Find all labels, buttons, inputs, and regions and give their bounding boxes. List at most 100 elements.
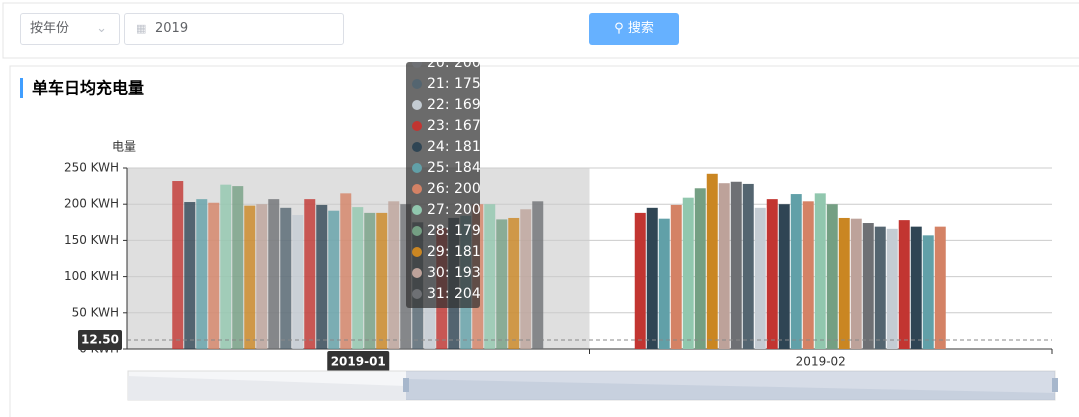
tooltip-dot [412,205,422,215]
tooltip-name: 23 [427,118,454,134]
tooltip-row: 26200 [412,179,480,199]
tooltip-name: 25 [427,160,454,176]
bar [328,210,340,349]
bar [508,217,520,349]
y-tick-label: 200 KWH [64,197,119,211]
bar [484,204,496,349]
tooltip-name: 31 [427,286,454,302]
bar [922,235,934,349]
bar [850,218,862,349]
tooltip-dot [412,142,422,152]
tooltip-value: 175 [454,76,480,92]
bar [196,199,208,349]
tooltip-value: 184 [454,160,480,176]
tooltip-dot [412,268,422,278]
bar [694,188,706,349]
bar [208,202,220,349]
bar [520,209,532,349]
tooltip-dot [412,121,422,131]
bar [934,226,946,349]
search-button[interactable]: ⚲ 搜索 [589,13,679,45]
tooltip-value: 181 [454,244,480,260]
bar [280,207,292,349]
zoom-handle[interactable] [403,378,409,392]
bar [646,207,658,349]
bar [742,183,754,349]
tooltip-dot [412,226,422,236]
tooltip-row: 20200 [412,62,480,73]
bar [898,220,910,349]
tooltip-name: 21 [427,76,454,92]
bar [400,204,412,349]
tooltip-name: 20 [427,62,454,71]
tooltip-value: 169 [454,97,480,113]
year-text: 2019 [155,21,189,36]
bar [388,201,400,349]
tooltip-value: 200 [454,202,480,218]
bar [232,186,244,349]
bar [364,212,376,349]
bar [766,199,778,349]
tooltip-row: 29181 [412,242,480,262]
zoom-shadow [406,379,1055,400]
bar [838,217,850,349]
bar [682,197,694,349]
tooltip-name: 22 [427,97,454,113]
zoom-shadow [128,376,406,400]
bar [220,184,232,349]
bar [256,204,268,349]
bar [814,193,826,349]
bar [268,199,280,349]
tooltip-row: 22169 [412,95,480,115]
bar [658,218,670,349]
bar [352,207,364,349]
tooltip-name: 30 [427,265,454,281]
tooltip-dot [412,79,422,89]
bar [496,219,508,349]
tooltip-value: 200 [454,181,480,197]
mode-text: 按年份 [30,21,70,36]
bar [706,173,718,349]
tooltip-row: 24181 [412,137,480,157]
tooltip-dot [412,62,422,68]
bar [790,194,802,349]
bar [376,212,388,349]
bar [292,215,304,349]
bar [778,204,790,349]
tooltip: 2020021175221692316724181251842620027200… [406,62,480,308]
bar [862,223,874,349]
title-accent [20,78,23,98]
tooltip-name: 29 [427,244,454,260]
bar [718,183,730,349]
tooltip-value: 167 [454,118,480,134]
y-tick-label: 100 KWH [64,269,119,283]
tooltip-name: 26 [427,181,454,197]
bar [910,226,922,349]
data-zoom[interactable] [127,370,1058,401]
bar [184,202,196,349]
tooltip-row: 27200 [412,200,480,220]
tooltip-dot [412,289,422,299]
tooltip-name: 28 [427,223,454,239]
tooltip-value: 193 [454,265,480,281]
bar [634,212,646,349]
x-pointer-label-bg [327,351,390,372]
year-input[interactable]: ▦ 2019 [124,13,344,45]
tooltip-row: 31204 [412,284,480,304]
calendar-icon: ▦ [136,22,147,35]
search-text: 搜索 [627,21,654,36]
tooltip-name: 27 [427,202,454,218]
tooltip-row: 21175 [412,74,480,94]
mode-select[interactable]: 按年份 ⌄ [20,13,120,45]
bar [172,181,184,349]
tooltip-dot [412,163,422,173]
y-pointer-label: 12.50 [81,332,119,346]
tooltip-name: 24 [427,139,454,155]
zoom-handle[interactable] [1052,378,1058,392]
bar [874,226,886,349]
bar [802,201,814,349]
y-pointer-label-bg [78,329,122,350]
bar [730,181,742,349]
tooltip-row: 23167 [412,116,480,136]
